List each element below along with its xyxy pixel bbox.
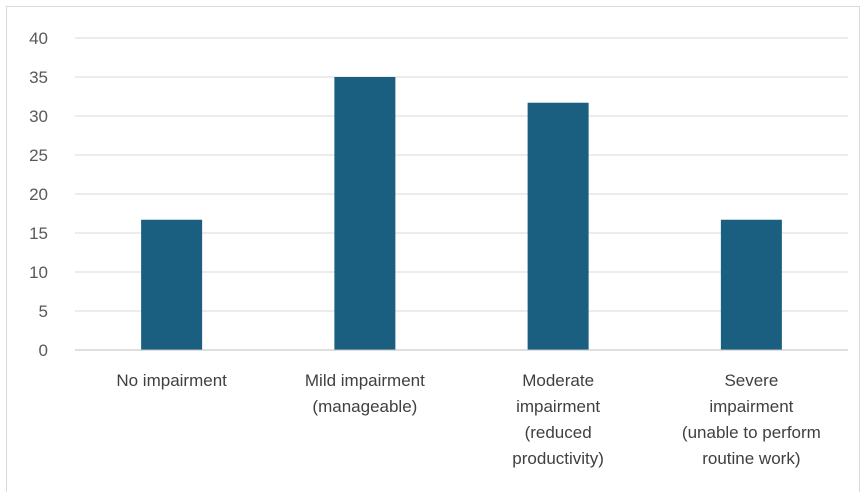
x-category-label: Moderate impairment (reduced productivity) [512,371,604,468]
bar [527,102,589,351]
bar [334,77,396,350]
y-tick-label: 40 [29,29,48,48]
x-category-label: Mild impairment (manageable) [305,371,425,416]
x-category-label: Severe impairment (unable to perform routin… [682,371,821,468]
y-tick-label: 35 [29,68,48,87]
bar [720,219,782,350]
y-axis-ticks: 0 5 10 15 20 25 30 35 40 [29,29,48,360]
x-axis-labels: No impairment Mild impairment (manageable)… [116,371,820,468]
y-tick-label: 20 [29,185,48,204]
y-tick-label: 15 [29,224,48,243]
y-tick-label: 30 [29,107,48,126]
y-tick-label: 0 [39,341,48,360]
y-tick-label: 5 [39,302,48,321]
y-tick-label: 25 [29,146,48,165]
x-category-label: No impairment [116,371,227,390]
bar [141,219,203,350]
y-tick-label: 10 [29,263,48,282]
bars [141,77,782,351]
gridlines [75,37,848,312]
